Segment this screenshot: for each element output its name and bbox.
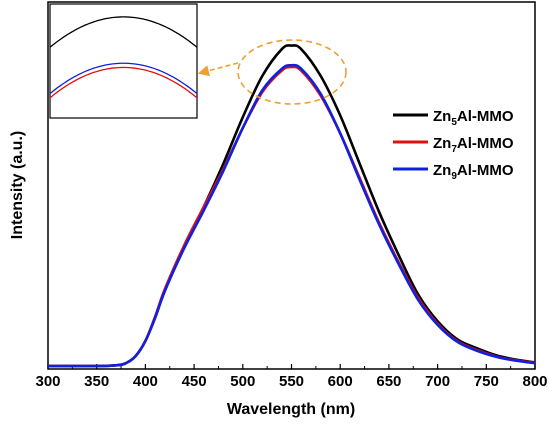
x-tick-label: 500 xyxy=(230,373,255,390)
x-tick-label: 550 xyxy=(279,373,304,390)
x-axis-ticks xyxy=(47,364,536,369)
legend-label: Zn7Al-MMO xyxy=(433,135,514,155)
legend: Zn5Al-MMO Zn7Al-MMO Zn9Al-MMO xyxy=(393,108,514,182)
x-tick-label: 800 xyxy=(522,373,547,390)
peak-highlight-ellipse xyxy=(237,39,347,105)
inset-line-zn7-al-mmo xyxy=(50,66,197,99)
series-line-zn9-al-mmo xyxy=(48,63,535,368)
inset-series-lines xyxy=(50,16,197,99)
x-tick-label: 600 xyxy=(328,373,353,390)
legend-label: Zn9Al-MMO xyxy=(433,162,514,182)
x-tick-label: 750 xyxy=(474,373,499,390)
x-tick-label: 650 xyxy=(376,373,401,390)
x-tick-label: 450 xyxy=(182,373,207,390)
y-axis-title: Intensity (a.u.) xyxy=(9,131,26,239)
x-axis-tick-labels: 300 350 400 450 500 550 600 650 700 750 800 xyxy=(35,373,547,390)
x-tick-label: 400 xyxy=(133,373,158,390)
inset-line-zn9-al-mmo xyxy=(50,62,197,95)
inset-line-zn5-al-mmo xyxy=(50,16,197,49)
inset-pointer-arrow xyxy=(197,62,239,77)
legend-label: Zn5Al-MMO xyxy=(433,108,514,128)
x-tick-label: 300 xyxy=(35,373,60,390)
inset-frame xyxy=(49,3,198,119)
x-axis-title: Wavelength (nm) xyxy=(227,401,355,418)
series-lines xyxy=(48,44,535,368)
x-tick-label: 350 xyxy=(84,373,109,390)
x-tick-label: 700 xyxy=(425,373,450,390)
